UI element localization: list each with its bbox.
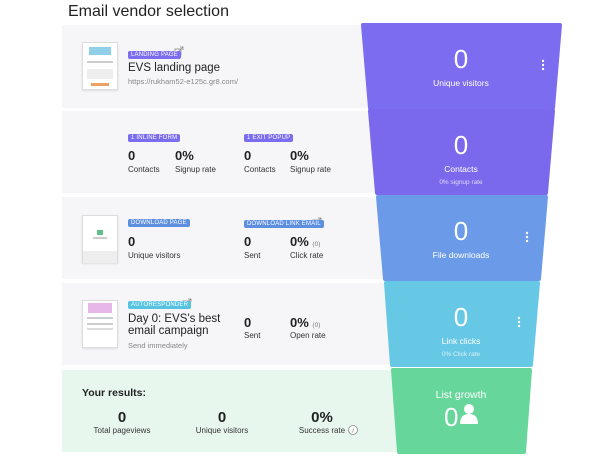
metric-value: 0% <box>290 315 309 330</box>
funnel-value: 0 <box>453 302 469 332</box>
metric-label: Unique visitors <box>195 426 249 435</box>
metric-label: Signup rate <box>175 165 216 174</box>
metric-value: 0 <box>117 409 127 426</box>
metric-label: Unique visitors <box>128 251 181 260</box>
metric-count: (0) <box>312 241 321 248</box>
thumbnail <box>82 215 118 263</box>
metric-value: 0 <box>244 234 252 249</box>
metric-value: 0 <box>128 234 136 249</box>
metric-value: 0% (0) <box>290 315 320 330</box>
metric-label: Signup rate <box>290 165 331 174</box>
row <box>62 283 402 365</box>
metric-value: 0 <box>217 409 227 426</box>
thumbnail <box>82 42 118 90</box>
metric-label: Open rate <box>290 331 326 340</box>
metric-label: Sent <box>244 331 261 340</box>
svg-text:i: i <box>352 429 354 435</box>
metric-label: Contacts <box>128 165 160 174</box>
funnel-label: Link clicks <box>441 336 481 346</box>
funnel-label: Unique visitors <box>433 78 489 88</box>
tag: DOWNLOAD LINK EMAIL <box>244 220 324 228</box>
funnel-label: List growth <box>435 389 487 401</box>
metric-value: 0 <box>128 148 136 163</box>
tag: 1 EXIT POPUP <box>244 134 294 142</box>
url: https://rukham52-e125c.gr8.com/ <box>128 77 239 86</box>
funnel-label: File downloads <box>432 250 490 260</box>
row <box>62 111 402 193</box>
funnel-stage <box>391 368 532 454</box>
metric-value: 0 <box>244 315 252 330</box>
page-title: Email vendor selection <box>68 3 229 20</box>
funnel-stage <box>368 109 555 195</box>
metric-count: (0) <box>312 322 321 329</box>
funnel-stage <box>376 195 548 281</box>
menu-icon[interactable] <box>541 59 545 71</box>
tag: DOWNLOAD PAGE <box>128 219 190 227</box>
person-icon <box>460 404 478 424</box>
email-schedule: Send immediately <box>128 341 188 350</box>
funnel-stage <box>361 23 562 110</box>
menu-icon[interactable] <box>525 231 529 243</box>
funnel-stage <box>384 281 540 367</box>
row <box>62 25 402 108</box>
thumbnail <box>82 300 118 348</box>
tag: AUTORESPONDER <box>128 301 192 309</box>
metric-label: Contacts <box>244 165 276 174</box>
funnel-note: 0% Click rate <box>441 351 481 358</box>
metric-label: Sent <box>244 251 261 260</box>
funnel-label: Contacts <box>444 164 478 174</box>
metric-value: 0 <box>244 148 252 163</box>
metric-value: 0% <box>290 234 309 249</box>
row <box>62 197 402 279</box>
metric-value: 0% (0) <box>290 234 320 249</box>
results-row <box>62 370 402 452</box>
funnel-value: 0 <box>453 130 469 160</box>
funnel-note: 0% signup rate <box>439 179 483 186</box>
metric-label: Total pageviews <box>93 426 151 435</box>
funnel-value: 0 <box>453 44 469 74</box>
funnel-value: 0 <box>453 216 469 246</box>
page-name: EVS landing page <box>128 62 221 74</box>
metric-label: Success rate <box>298 426 346 435</box>
menu-icon[interactable] <box>517 316 521 328</box>
funnel-value: 0 <box>444 402 459 432</box>
metric-label: Click rate <box>290 251 324 260</box>
metric-value: 0% <box>290 148 309 163</box>
results-title: Your results: <box>82 387 146 399</box>
tag: LANDING PAGE <box>128 51 181 59</box>
tag: 1 INLINE FORM <box>128 134 181 142</box>
metric-value: 0% <box>311 409 333 426</box>
metric-value: 0% <box>175 148 194 163</box>
info-icon[interactable]: i <box>348 425 358 435</box>
email-name: Day 0: EVS's best email campaign <box>128 313 221 337</box>
